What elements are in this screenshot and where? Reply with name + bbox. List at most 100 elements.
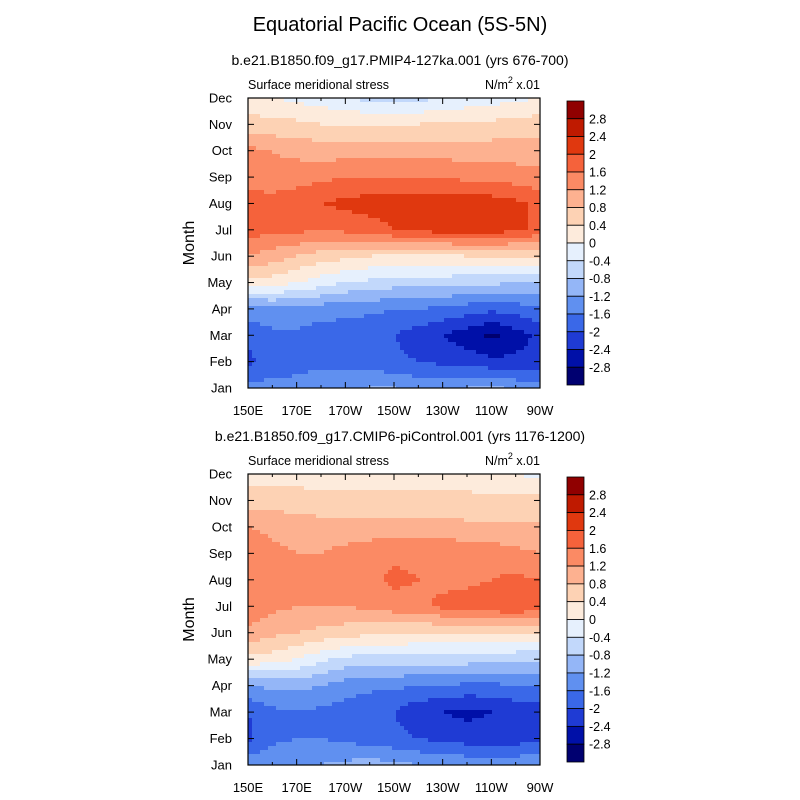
colorbar-box (566, 278, 585, 297)
colorbar-label: -2 (589, 325, 600, 339)
colorbar-label: -1.6 (589, 684, 611, 698)
y-tick-label: Jun (211, 625, 232, 640)
colorbar-box (566, 672, 585, 692)
colorbar-box (566, 313, 585, 333)
colorbar-label: 0.4 (589, 595, 606, 609)
colorbar-label: 0.8 (589, 577, 606, 591)
colorbar-label: 2 (589, 524, 596, 538)
colorbar-label: 0 (589, 237, 596, 251)
colorbar-label: 2.4 (589, 130, 606, 144)
x-tick-label: 130W (426, 780, 461, 795)
x-tick-label: 110W (475, 780, 509, 795)
colorbar-box (566, 207, 585, 226)
colorbar-box (566, 708, 585, 727)
y-tick-label: Nov (209, 493, 233, 508)
x-tick-label: 150W (377, 780, 412, 795)
colorbar-box (566, 295, 585, 315)
x-tick-label: 150E (233, 780, 264, 795)
colorbar-box (566, 725, 585, 745)
colorbar-box (566, 601, 585, 620)
colorbar-box (566, 619, 585, 638)
colorbar-box (566, 476, 585, 496)
colorbar-box (566, 565, 585, 585)
colorbar-label: -0.4 (589, 631, 611, 645)
x-tick-label: 170W (328, 403, 363, 418)
figure-title: Equatorial Pacific Ocean (5S-5N) (252, 14, 548, 36)
variable-label: Surface meridional stress (248, 78, 389, 92)
colorbar-label: 2.8 (589, 112, 606, 126)
colorbar-label: 2.4 (589, 506, 606, 520)
y-tick-label: Jan (211, 758, 232, 773)
y-tick-label: Feb (210, 731, 232, 746)
panel-1: Jan Feb Mar Apr May Jun Jul Aug Sep Oct Nov Dec 150E… (181, 75, 611, 418)
colorbar-label: 1.6 (589, 542, 606, 556)
colorbar-box (566, 260, 585, 279)
colorbar-box (566, 153, 585, 173)
colorbar-label: -1.2 (589, 666, 611, 680)
y-axis-label: Month (181, 597, 198, 641)
x-tick-label: 150E (233, 403, 264, 418)
colorbar-label: -2.8 (589, 361, 611, 375)
x-tick-label: 170E (281, 780, 312, 795)
y-tick-label: Aug (209, 196, 232, 211)
colorbar-box (566, 654, 585, 674)
y-tick-label: May (207, 275, 232, 290)
panel-2: Jan Feb Mar Apr May Jun Jul Aug Sep Oct Nov Dec 150E… (181, 451, 611, 795)
x-tick-label: 90W (527, 403, 554, 418)
y-axis-label: Month (181, 221, 198, 265)
variable-label: Surface meridional stress (248, 454, 389, 468)
colorbar-label: -1.2 (589, 290, 611, 304)
x-tick-label: 170W (328, 780, 363, 795)
y-tick-label: Aug (209, 572, 232, 587)
colorbar-box (566, 636, 585, 656)
y-tick-label: Apr (212, 301, 233, 316)
colorbar-label: -0.8 (589, 649, 611, 663)
colorbar-box (566, 530, 585, 549)
contour-field (248, 98, 540, 388)
y-tick-label: Oct (212, 143, 233, 158)
x-tick-label: 130W (426, 403, 461, 418)
y-tick-label: May (207, 652, 232, 667)
y-tick-label: Apr (212, 678, 233, 693)
colorbar-box (566, 331, 585, 350)
units-label: N/m2 x.01 (485, 451, 540, 468)
y-tick-label: Sep (209, 170, 232, 185)
y-tick-label: Dec (209, 467, 233, 482)
colorbar-label: -0.8 (589, 272, 611, 286)
colorbar-box (566, 583, 585, 603)
colorbar-box (566, 224, 585, 244)
colorbar-box (566, 349, 585, 368)
colorbar-box (566, 512, 585, 531)
colorbar-label: 2.8 (589, 488, 606, 502)
colorbar-box (566, 494, 585, 514)
y-tick-label: Sep (209, 546, 232, 561)
colorbar-label: -2.4 (589, 343, 611, 357)
colorbar-box (566, 366, 585, 386)
colorbar-label: 0.8 (589, 201, 606, 215)
panel-2-title: b.e21.B1850.f09_g17.CMIP6-piControl.001 … (214, 428, 586, 444)
y-tick-label: Jan (211, 381, 232, 396)
colorbar: 2.8 2.4 2 1.6 1.2 0.8 0.4 0 -0.4 -0.8 -1.2 -1.6 -2 -2… (566, 100, 611, 386)
colorbar-box (566, 547, 585, 567)
colorbar-box (566, 136, 585, 155)
colorbar-label: -1.6 (589, 308, 611, 322)
colorbar-label: -2.8 (589, 738, 611, 752)
colorbar-box (566, 690, 585, 709)
y-tick-label: Nov (209, 117, 233, 132)
colorbar-box (566, 743, 585, 763)
contour-field (248, 474, 540, 765)
y-tick-label: Oct (212, 519, 233, 534)
panel-1-title: b.e21.B1850.f09_g17.PMIP4-127ka.001 (yrs… (231, 52, 569, 68)
y-tick-label: Feb (210, 354, 232, 369)
colorbar: 2.8 2.4 2 1.6 1.2 0.8 0.4 0 -0.4 -0.8 -1.2 -1.6 -2 -2… (566, 476, 611, 763)
x-tick-label: 170E (281, 403, 312, 418)
colorbar-box (566, 100, 585, 120)
colorbar-label: -2 (589, 702, 600, 716)
colorbar-label: 0.4 (589, 219, 606, 233)
colorbar-box (566, 118, 585, 137)
y-tick-label: Dec (209, 91, 233, 106)
y-tick-label: Jul (215, 222, 232, 237)
y-tick-label: Jul (215, 599, 232, 614)
y-tick-label: Mar (210, 328, 233, 343)
